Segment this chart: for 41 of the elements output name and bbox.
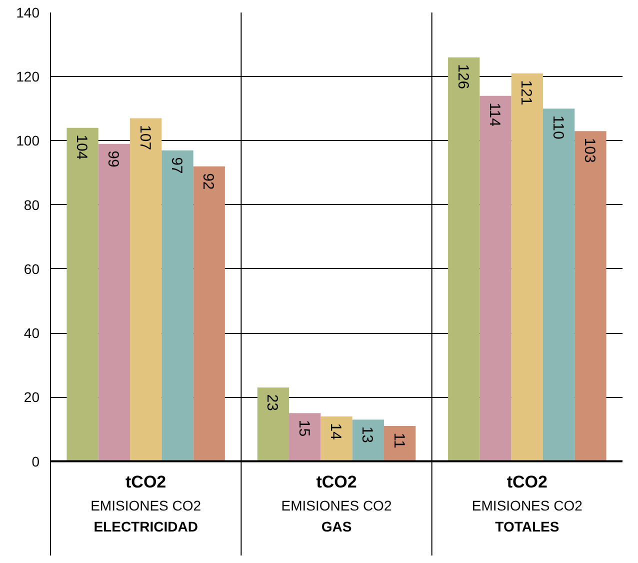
- data-label: 92: [200, 173, 217, 190]
- y-tick-label: 20: [24, 389, 40, 406]
- bar: [98, 144, 130, 462]
- x-tick-label: tCO2 EMISIONES CO2 TOTALES: [472, 472, 583, 534]
- bar: [574, 131, 606, 462]
- data-label: 15: [295, 420, 312, 437]
- data-label: 97: [168, 157, 185, 174]
- data-label: 14: [327, 423, 344, 440]
- y-tick-label: 100: [16, 132, 40, 149]
- bar: [352, 420, 384, 462]
- y-tick-label: 140: [16, 4, 40, 20]
- x-tick-label: tCO2 EMISIONES CO2 ELECTRICIDAD: [90, 472, 202, 534]
- bar: [320, 416, 352, 462]
- data-label: 99: [104, 150, 122, 168]
- data-label: 110: [549, 115, 566, 140]
- y-tick-label: 80: [24, 196, 40, 213]
- bar: [289, 413, 321, 462]
- data-label: 13: [358, 426, 376, 444]
- data-label: 103: [580, 138, 598, 163]
- bar: [511, 73, 543, 462]
- bar: [480, 96, 512, 462]
- y-tick-label: 120: [16, 68, 40, 85]
- bar: [384, 426, 416, 462]
- data-label: 11: [390, 432, 408, 448]
- x-tick-label: tCO2 EMISIONES CO2 GAS: [281, 472, 392, 534]
- y-tick-label: 0: [32, 453, 40, 470]
- data-label: 126: [454, 64, 472, 90]
- bar: [193, 166, 225, 462]
- data-label: 121: [518, 80, 535, 106]
- bar: [130, 118, 162, 462]
- data-label: 114: [486, 102, 504, 126]
- y-tick-label: 60: [24, 260, 40, 277]
- bar: [66, 128, 98, 462]
- bar: [162, 150, 194, 462]
- data-label: 107: [136, 125, 154, 150]
- data-label: 23: [264, 394, 281, 411]
- bar: [542, 108, 575, 462]
- y-tick-label: 40: [24, 325, 40, 342]
- bar: [257, 388, 290, 462]
- bar: [448, 57, 480, 462]
- data-label: 104: [73, 134, 90, 160]
